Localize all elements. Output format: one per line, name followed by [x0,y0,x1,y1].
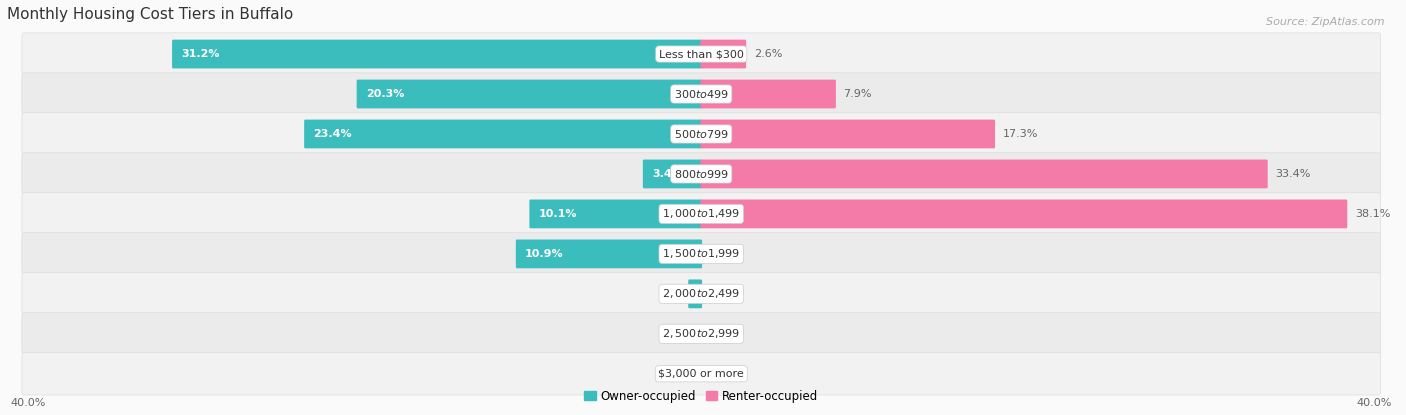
FancyBboxPatch shape [700,120,995,149]
Text: 31.2%: 31.2% [181,49,219,59]
Text: 0.0%: 0.0% [710,249,738,259]
Text: 2.6%: 2.6% [754,49,782,59]
FancyBboxPatch shape [688,279,702,308]
Text: $300 to $499: $300 to $499 [673,88,728,100]
Text: 40.0%: 40.0% [10,398,46,408]
Text: 0.0%: 0.0% [665,329,693,339]
Text: $3,000 or more: $3,000 or more [658,369,744,379]
FancyBboxPatch shape [22,273,1381,315]
FancyBboxPatch shape [22,353,1381,395]
Text: 3.4%: 3.4% [652,169,683,179]
FancyBboxPatch shape [304,120,702,149]
Text: $1,500 to $1,999: $1,500 to $1,999 [662,247,741,260]
Text: 0.0%: 0.0% [710,289,738,299]
Text: 0.0%: 0.0% [710,369,738,379]
Text: 10.9%: 10.9% [524,249,564,259]
Text: Monthly Housing Cost Tiers in Buffalo: Monthly Housing Cost Tiers in Buffalo [7,7,294,22]
Text: 10.1%: 10.1% [538,209,578,219]
Text: 33.4%: 33.4% [1275,169,1310,179]
Text: $1,000 to $1,499: $1,000 to $1,499 [662,208,741,220]
Text: 20.3%: 20.3% [366,89,405,99]
FancyBboxPatch shape [22,153,1381,195]
FancyBboxPatch shape [22,233,1381,275]
FancyBboxPatch shape [22,73,1381,115]
Text: Less than $300: Less than $300 [659,49,744,59]
Text: 40.0%: 40.0% [1357,398,1392,408]
Text: Source: ZipAtlas.com: Source: ZipAtlas.com [1267,17,1385,27]
FancyBboxPatch shape [700,200,1347,228]
Text: $2,000 to $2,499: $2,000 to $2,499 [662,287,741,300]
Text: $500 to $799: $500 to $799 [673,128,728,140]
FancyBboxPatch shape [700,159,1268,188]
FancyBboxPatch shape [22,33,1381,75]
FancyBboxPatch shape [22,312,1381,355]
FancyBboxPatch shape [530,200,702,228]
Legend: Owner-occupied, Renter-occupied: Owner-occupied, Renter-occupied [579,385,823,408]
FancyBboxPatch shape [357,80,702,108]
Text: $2,500 to $2,999: $2,500 to $2,999 [662,327,741,340]
FancyBboxPatch shape [643,159,702,188]
FancyBboxPatch shape [700,40,747,68]
FancyBboxPatch shape [22,193,1381,235]
Text: 17.3%: 17.3% [1002,129,1038,139]
Text: 7.9%: 7.9% [844,89,872,99]
FancyBboxPatch shape [700,80,837,108]
Text: 0.0%: 0.0% [665,369,693,379]
Text: $800 to $999: $800 to $999 [673,168,728,180]
FancyBboxPatch shape [172,40,702,68]
FancyBboxPatch shape [22,113,1381,155]
Text: 0.0%: 0.0% [710,329,738,339]
Text: 23.4%: 23.4% [314,129,352,139]
Text: 38.1%: 38.1% [1355,209,1391,219]
Text: 0.72%: 0.72% [697,289,735,299]
FancyBboxPatch shape [516,239,702,268]
